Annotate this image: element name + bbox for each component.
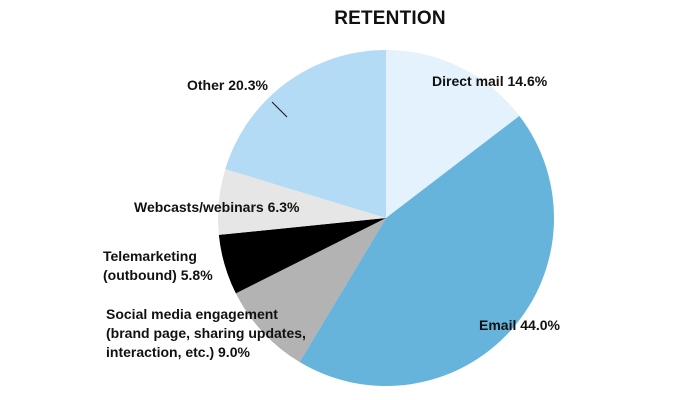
slice-label-line: interaction, etc.) 9.0% (106, 344, 250, 360)
pie-slice-webcasts-webinars (218, 169, 386, 235)
pie-slice-email (299, 115, 554, 386)
slice-label-line: Webcasts/webinars 6.3% (134, 199, 300, 215)
pie-slice-direct-mail (386, 50, 520, 218)
pie-slices (218, 50, 554, 386)
pie-slice-other (225, 50, 386, 218)
slice-label-social-media-engagement-brand-page-sharing-updates-interaction-etc: Social media engagement (brand page, shar… (106, 306, 306, 360)
slice-label-line: Email 44.0% (479, 317, 560, 333)
pie-slice-social-media-engagement-brand-page-sharing-updates-interaction-etc (235, 218, 386, 363)
slice-label-telemarketing-outbound: Telemarketing (outbound) 5.8% (103, 248, 213, 283)
slice-label-line: Direct mail 14.6% (432, 73, 548, 89)
slice-label-line: Social media engagement (106, 306, 278, 322)
slice-label-direct-mail: Direct mail 14.6% (432, 73, 548, 89)
slice-labels: Direct mail 14.6% Email 44.0% Social media… (103, 73, 560, 360)
slice-label-line: (outbound) 5.8% (103, 267, 213, 283)
leader-lines (271, 101, 288, 118)
slice-label-line: Telemarketing (103, 248, 197, 264)
slice-label-line: (brand page, sharing updates, (106, 325, 306, 341)
chart-title: RETENTION (334, 8, 446, 29)
pie-slice-telemarketing-outbound (218, 218, 386, 294)
leader-line-other (271, 101, 288, 118)
slice-label-other: Other 20.3% (187, 77, 268, 93)
slice-label-webcasts-webinars: Webcasts/webinars 6.3% (134, 199, 300, 215)
slice-label-line: Other 20.3% (187, 77, 268, 93)
slice-label-email: Email 44.0% (479, 317, 560, 333)
